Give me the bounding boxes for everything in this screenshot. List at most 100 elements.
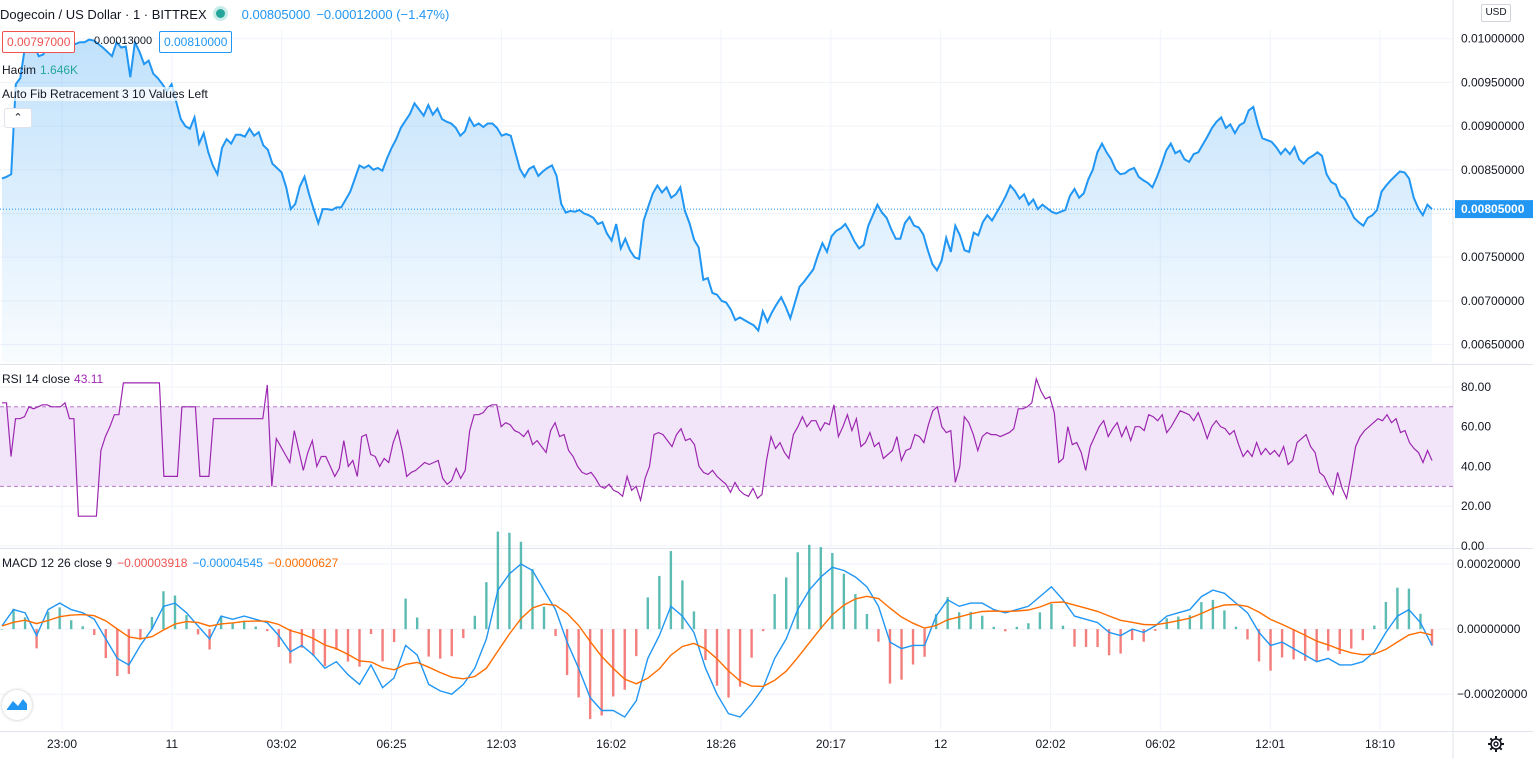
macd-hist-bar <box>808 544 811 630</box>
macd-hist-bar <box>877 629 880 642</box>
macd-hist-bar <box>1361 629 1365 641</box>
macd-line <box>1 563 1433 718</box>
macd-hist-bar <box>923 629 926 657</box>
volume-value: 1.646K <box>40 63 79 77</box>
time-label: 12:03 <box>486 737 516 751</box>
macd-hist-bar <box>1038 612 1042 630</box>
macd-hist-bar <box>427 629 430 657</box>
macd-hist-bar <box>1165 618 1168 630</box>
macd-hist-bar <box>254 626 257 630</box>
macd-hist-bar <box>1200 602 1203 630</box>
time-label: 12 <box>934 737 948 751</box>
price-tick-label: 0.00750000 <box>1461 250 1525 264</box>
macd-hist-bar <box>1107 629 1111 656</box>
tradingview-logo[interactable] <box>2 690 32 720</box>
macd-hist-bar <box>1396 587 1399 630</box>
price-tick-label: 0.01000000 <box>1461 32 1525 46</box>
macd-hist-bar <box>715 629 719 686</box>
macd-hist-bar <box>1350 629 1353 649</box>
macd-legend[interactable]: MACD 12 26 close 9 −0.00003918 −0.00004545… <box>2 556 338 570</box>
macd-hist-bar <box>981 615 984 630</box>
macd-hist-bar <box>277 629 280 647</box>
time-label: 16:02 <box>596 737 626 751</box>
macd-hist-bar <box>1084 629 1088 647</box>
macd-hist-bar <box>577 629 580 698</box>
price-change: −0.00012000 (−1.47%) <box>316 7 450 22</box>
macd-hist-bar <box>450 629 453 657</box>
macd-hist-bar <box>1257 629 1261 662</box>
macd-hist-bar <box>369 629 373 634</box>
buy-button[interactable]: 0.00810000 <box>159 31 233 53</box>
macd-hist-bar <box>969 611 972 630</box>
macd-hist-bar <box>242 620 246 630</box>
fib-legend[interactable]: Auto Fib Retracement 3 10 Values Left <box>2 87 208 101</box>
macd-hist-bar <box>1327 629 1330 651</box>
macd-hist-bar <box>761 629 765 632</box>
macd-hist-bar <box>1119 629 1122 654</box>
macd-hist-bar <box>854 594 857 630</box>
macd-hist-bar <box>1430 629 1434 646</box>
time-label: 18:26 <box>706 737 736 751</box>
macd-hist-bar <box>738 629 742 687</box>
macd-signal-line <box>1 595 1433 688</box>
sell-button[interactable]: 0.00797000 <box>2 31 76 53</box>
macd-hist-bar <box>231 623 234 630</box>
macd-hist-bar <box>23 617 27 630</box>
macd-hist-bar <box>127 629 131 674</box>
macd-hist-bar <box>704 629 707 661</box>
macd-hist-bar <box>542 606 546 630</box>
rsi-tick-label: 60.00 <box>1461 420 1491 434</box>
time-label: 03:02 <box>267 737 297 751</box>
market-open-icon <box>212 6 228 21</box>
macd-hist-bar <box>1188 615 1192 630</box>
macd-hist-bar <box>1269 629 1272 671</box>
time-label: 20:17 <box>816 737 846 751</box>
macd-hist-bar <box>992 626 995 630</box>
macd-hist-bar <box>888 629 892 684</box>
time-label: 11 <box>166 737 179 751</box>
macd-hist-bar <box>392 629 396 643</box>
macd-hist-bar <box>35 629 38 649</box>
last-price-tag-label: 0.00805000 <box>1461 202 1525 216</box>
currency-button[interactable]: USD <box>1481 4 1511 22</box>
macd-hist-bar <box>381 629 384 662</box>
rsi-tick-label: 20.00 <box>1461 499 1491 513</box>
macd-signal-value: −0.00000627 <box>267 556 339 570</box>
volume-legend[interactable]: Hacim 1.646K <box>2 63 78 77</box>
macd-hist-bar <box>784 577 788 630</box>
macd-hist-bar <box>946 597 949 630</box>
macd-hist-bar <box>865 613 869 630</box>
macd-hist-bar <box>658 575 661 630</box>
gear-icon[interactable] <box>1487 735 1505 753</box>
macd-hist-bar <box>565 629 569 676</box>
macd-tick-label: −0.00020000 <box>1457 687 1528 701</box>
macd-hist-bar <box>1292 629 1295 660</box>
logo-icon <box>7 699 27 710</box>
macd-hist-bar <box>623 629 626 690</box>
collapse-legend-button[interactable]: ⌃ <box>4 108 32 128</box>
macd-hist-bar <box>1004 629 1007 632</box>
macd-label: MACD 12 26 close 9 <box>2 556 113 570</box>
rsi-line <box>2 376 1433 517</box>
time-label: 23:00 <box>47 737 77 751</box>
macd-hist-bar <box>196 629 200 635</box>
macd-hist-bar <box>1303 629 1307 661</box>
macd-hist-bar <box>1280 629 1284 658</box>
price-area <box>2 39 1432 362</box>
macd-hist-bar <box>462 629 465 639</box>
macd-hist-bar <box>773 594 776 630</box>
macd-hist-bar <box>439 629 442 659</box>
rsi-legend[interactable]: RSI 14 close 43.11 <box>2 372 103 386</box>
macd-hist-bar <box>635 629 638 657</box>
macd-hist-bar <box>554 629 557 636</box>
price-tick-label: 0.00950000 <box>1461 75 1525 89</box>
rsi-band <box>0 406 1453 487</box>
macd-hist-bar <box>415 617 419 630</box>
macd-hist-bar <box>1246 629 1249 640</box>
macd-hist-bar <box>692 611 696 630</box>
macd-hist-bar <box>1419 613 1422 630</box>
macd-hist-bar <box>69 620 73 630</box>
macd-hist-bar <box>1177 616 1180 630</box>
macd-hist-bar <box>727 629 730 698</box>
